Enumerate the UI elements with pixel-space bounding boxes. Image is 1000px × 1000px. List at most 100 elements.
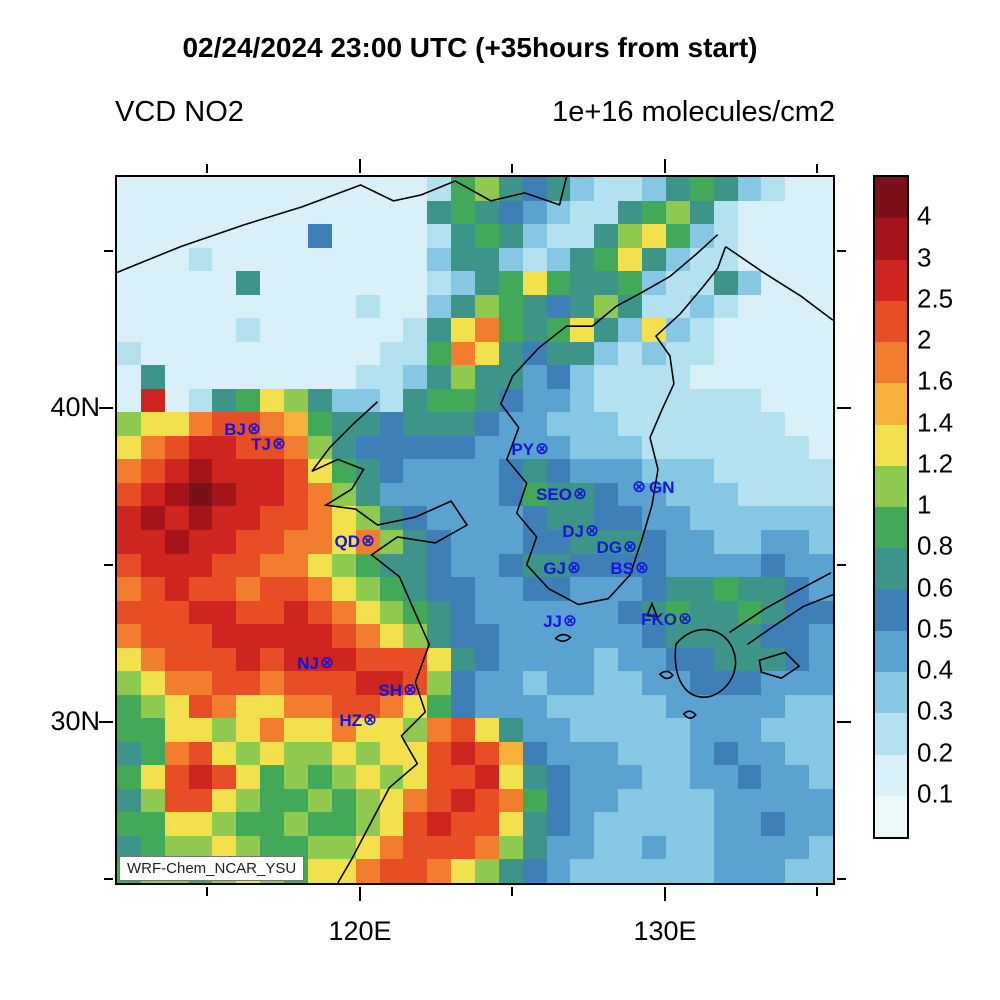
heatmap-cell	[618, 624, 643, 648]
heatmap-cell	[642, 412, 666, 436]
heatmap-cell	[809, 341, 833, 366]
heatmap-cell	[451, 600, 475, 625]
heatmap-cell	[284, 294, 308, 319]
heatmap-cell	[546, 506, 571, 530]
colorbar-tick-label: 2	[917, 324, 932, 355]
heatmap-cell	[307, 788, 332, 813]
coastline-path	[645, 601, 659, 618]
heatmap-cell	[164, 271, 189, 295]
heatmap-cell	[164, 788, 189, 813]
axis-tick	[816, 164, 818, 173]
heatmap-cell	[594, 224, 619, 248]
heatmap-cell	[451, 365, 475, 389]
heatmap-cell	[260, 647, 285, 672]
heatmap-cell	[546, 224, 571, 248]
heatmap-cell	[618, 741, 643, 766]
heatmap-cell	[737, 624, 762, 648]
heatmap-cell	[427, 294, 452, 319]
circled-cross-icon: ⊗	[271, 434, 287, 454]
heatmap-cell	[809, 318, 833, 342]
heatmap-cell	[236, 177, 261, 201]
heatmap-cell	[284, 506, 308, 530]
heatmap-cell	[546, 647, 571, 672]
heatmap-cell	[618, 859, 643, 883]
heatmap-cell	[475, 788, 499, 813]
colorbar-band	[875, 713, 907, 755]
heatmap-cell	[140, 318, 165, 342]
heatmap-cell	[522, 412, 547, 436]
coastline-path	[725, 245, 833, 321]
heatmap-cell	[594, 647, 619, 672]
heatmap-cell	[570, 247, 595, 272]
city-label: SEO	[536, 485, 572, 504]
heatmap-cell	[713, 694, 738, 719]
heatmap-cell	[307, 553, 332, 578]
coastline-path	[311, 401, 469, 883]
heatmap-cell	[355, 200, 380, 225]
heatmap-cell	[403, 577, 428, 601]
heatmap-cell	[761, 600, 786, 625]
colorbar-band	[875, 177, 907, 219]
heatmap-cell	[785, 812, 810, 836]
heatmap-cell	[785, 435, 810, 460]
heatmap-cell	[284, 835, 308, 860]
heatmap-cell	[594, 694, 619, 719]
city-label: PY	[511, 440, 534, 459]
heatmap-cell	[117, 271, 141, 295]
axis-tick	[104, 250, 113, 252]
city-label: SH	[378, 681, 402, 700]
heatmap-cell	[785, 529, 810, 554]
colorbar-band	[875, 589, 907, 631]
heatmap-cell	[379, 577, 404, 601]
city-label: FKO	[641, 610, 677, 629]
heatmap-cell	[618, 482, 643, 507]
heatmap-cell	[331, 765, 356, 789]
heatmap-cell	[188, 177, 213, 201]
heatmap-cell	[642, 553, 666, 578]
heatmap-cell	[546, 482, 571, 507]
heatmap-cell	[689, 765, 714, 789]
heatmap-cell	[331, 294, 356, 319]
heatmap-cell	[236, 341, 261, 366]
colorbar-tick-label: 1	[917, 489, 932, 520]
heatmap-cell	[475, 577, 499, 601]
heatmap-cell	[475, 647, 499, 672]
heatmap-cell	[761, 859, 786, 883]
colorbar-tick-label: 0.4	[917, 654, 954, 685]
heatmap-cell	[451, 224, 475, 248]
heatmap-cell	[307, 694, 332, 719]
heatmap-cell	[188, 271, 213, 295]
heatmap-cell	[284, 482, 308, 507]
heatmap-cell	[475, 741, 499, 766]
circled-cross-icon: ⊗	[246, 419, 262, 439]
heatmap-cell	[761, 694, 786, 719]
axis-tick	[359, 887, 361, 901]
heatmap-cell	[188, 341, 213, 366]
heatmap-cell	[236, 694, 261, 719]
heatmap-cell	[594, 482, 619, 507]
heatmap-cell	[785, 271, 810, 295]
heatmap-cell	[284, 318, 308, 342]
heatmap-cell	[665, 341, 690, 366]
heatmap-cell	[809, 177, 833, 201]
heatmap-cell	[570, 200, 595, 225]
heatmap-cell	[665, 553, 690, 578]
heatmap-cell	[451, 200, 475, 225]
heatmap-cell	[451, 459, 475, 483]
heatmap-cell	[713, 647, 738, 672]
heatmap-cell	[665, 224, 690, 248]
heatmap-cell	[642, 624, 666, 648]
heatmap-cell	[307, 647, 332, 672]
coastline-path	[658, 670, 674, 680]
heatmap-cell	[284, 388, 308, 413]
heatmap-cell	[498, 459, 523, 483]
heatmap-cell	[689, 341, 714, 366]
heatmap-cell	[761, 388, 786, 413]
heatmap-cell	[689, 553, 714, 578]
heatmap-cell	[665, 200, 690, 225]
heatmap-cell	[236, 435, 261, 460]
heatmap-cell	[140, 553, 165, 578]
heatmap-cell	[451, 435, 475, 460]
heatmap-cell	[785, 459, 810, 483]
heatmap-cell	[785, 365, 810, 389]
